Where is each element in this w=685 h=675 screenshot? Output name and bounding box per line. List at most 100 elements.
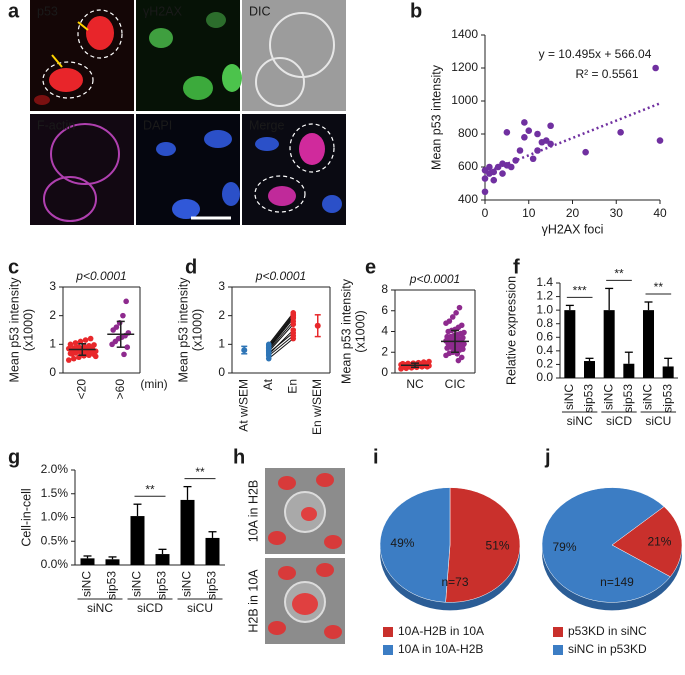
sample-size: n=73: [441, 575, 468, 589]
point: [521, 134, 528, 141]
point: [499, 170, 506, 177]
y-tick-label: 2: [218, 308, 225, 322]
cell-outline: [269, 12, 335, 78]
x-tick-label: sip53: [660, 384, 674, 413]
x-tick-label: CIC: [445, 377, 466, 391]
x-axis-label: γH2AX foci: [542, 222, 604, 236]
pie-slice: [379, 487, 451, 603]
panel-letter: i: [373, 446, 379, 468]
point: [77, 338, 84, 345]
nucleus: [156, 142, 176, 156]
point: [92, 353, 99, 360]
bar: [105, 559, 120, 565]
nucleus: [278, 476, 296, 490]
group-label: siCD: [606, 414, 632, 428]
panel-letter: j: [544, 446, 551, 468]
pair-line: [268, 312, 294, 345]
y-tick-label: 0: [49, 365, 56, 379]
legend-label: 10A in 10A-H2B: [398, 642, 483, 656]
x-tick-label: At: [261, 378, 275, 390]
y-tick-label: 1000: [451, 93, 478, 107]
p-value: p<0.0001: [75, 269, 126, 283]
nucleus: [206, 12, 226, 28]
nucleus: [324, 535, 342, 549]
point: [69, 351, 75, 357]
legend-label: 10A-H2B in 10A: [398, 624, 484, 638]
y-tick-label: 800: [458, 126, 478, 140]
nucleus: [49, 68, 83, 92]
nucleus: [268, 186, 296, 206]
y-tick-label: 0.0%: [41, 557, 69, 571]
x-tick-label: siNC: [180, 571, 194, 597]
slice-label: 79%: [553, 540, 577, 554]
nucleus: [316, 563, 334, 577]
point: [87, 335, 94, 342]
nucleus: [299, 133, 325, 165]
pair-line: [268, 338, 294, 360]
cell-outline: [77, 9, 123, 59]
nucleus: [222, 64, 242, 92]
bar: [623, 363, 635, 378]
y-tick-label: 1.0: [536, 302, 553, 316]
point: [82, 337, 89, 343]
bar: [642, 310, 655, 378]
channel-label: p53: [37, 4, 58, 18]
y-tick-label: 3: [49, 279, 56, 293]
channel-label: F-actin: [37, 118, 75, 132]
bar: [155, 554, 170, 565]
point: [516, 147, 524, 154]
point: [481, 188, 489, 196]
nucleus: [255, 137, 279, 151]
bar: [205, 537, 220, 565]
pie-slice: [541, 487, 671, 603]
cell-outline: [254, 175, 306, 213]
point: [534, 130, 541, 138]
y-tick-label: 1: [218, 337, 225, 351]
cell-outline: [42, 61, 94, 99]
point: [290, 310, 297, 316]
x-tick-label: siNC: [641, 384, 655, 410]
pair-line: [268, 329, 294, 355]
point: [461, 329, 467, 336]
legend-swatch: [553, 645, 563, 655]
significance: **: [614, 267, 624, 281]
y-tick-label: 1.5%: [41, 486, 69, 500]
panel-letter: b: [410, 0, 422, 22]
cell-outline: [255, 57, 305, 107]
panel-letter: d: [185, 256, 197, 278]
pair-line: [268, 323, 294, 352]
point: [656, 137, 664, 144]
y-axis-label: (x1000): [353, 310, 367, 352]
p-value: p<0.0001: [255, 269, 306, 283]
point: [72, 340, 79, 346]
y-tick-label: 1: [49, 337, 56, 351]
point: [113, 324, 120, 330]
nucleus: [268, 621, 286, 635]
point: [534, 147, 541, 154]
pie-slice: [445, 487, 521, 603]
nucleus: [301, 507, 317, 521]
nucleus: [204, 130, 232, 148]
point: [426, 358, 432, 365]
point: [512, 157, 519, 164]
actin-ring: [43, 176, 97, 222]
y-axis-label: (x1000): [21, 309, 35, 351]
point: [525, 127, 533, 134]
x-tick-label: 0: [482, 206, 489, 220]
significance: **: [145, 482, 155, 496]
p-value: p<0.0001: [409, 272, 460, 286]
panel-letter: g: [8, 446, 20, 468]
legend-swatch: [383, 645, 393, 655]
x-tick-label: sip53: [155, 571, 169, 600]
panel-letter: f: [513, 256, 520, 278]
y-tick-label: 1.4: [536, 275, 553, 289]
point: [503, 129, 511, 136]
equation: y = 10.495x + 566.04: [539, 47, 652, 61]
panel-letter: h: [233, 446, 245, 468]
point: [458, 354, 465, 361]
sample-size: n=149: [600, 575, 634, 589]
y-tick-label: 0.8: [536, 316, 553, 330]
point: [124, 344, 131, 351]
x-tick-label: sip53: [105, 571, 119, 600]
